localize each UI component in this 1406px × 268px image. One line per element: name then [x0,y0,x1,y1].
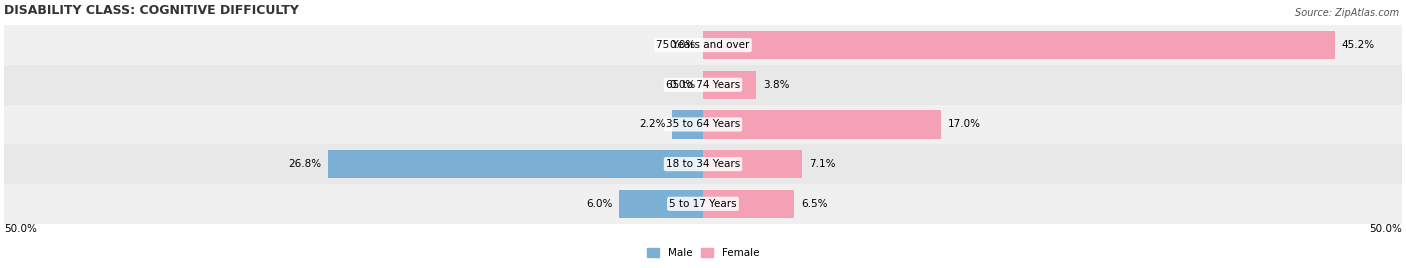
Text: 26.8%: 26.8% [288,159,322,169]
Text: 18 to 34 Years: 18 to 34 Years [666,159,740,169]
Bar [329,150,703,178]
Bar [703,70,756,99]
Bar [672,110,703,139]
Text: 6.0%: 6.0% [586,199,612,209]
Text: 75 Years and over: 75 Years and over [657,40,749,50]
Text: 50.0%: 50.0% [1369,224,1402,234]
Bar [703,110,941,139]
Bar [619,189,703,218]
Text: 45.2%: 45.2% [1341,40,1375,50]
Text: 50.0%: 50.0% [4,224,37,234]
Text: 3.8%: 3.8% [763,80,790,90]
Bar [4,144,1402,184]
Text: 7.1%: 7.1% [810,159,835,169]
Bar [4,65,1402,105]
Legend: Male, Female: Male, Female [643,244,763,262]
Text: 5 to 17 Years: 5 to 17 Years [669,199,737,209]
Bar [4,184,1402,224]
Bar [703,150,803,178]
Text: 35 to 64 Years: 35 to 64 Years [666,120,740,129]
Text: 65 to 74 Years: 65 to 74 Years [666,80,740,90]
Text: 17.0%: 17.0% [948,120,980,129]
Text: 0.0%: 0.0% [669,80,696,90]
Text: 2.2%: 2.2% [638,120,665,129]
Bar [4,25,1402,65]
Text: DISABILITY CLASS: COGNITIVE DIFFICULTY: DISABILITY CLASS: COGNITIVE DIFFICULTY [4,4,299,17]
Text: 0.0%: 0.0% [669,40,696,50]
Text: Source: ZipAtlas.com: Source: ZipAtlas.com [1295,8,1399,18]
Text: 6.5%: 6.5% [801,199,827,209]
Bar [4,105,1402,144]
Bar [703,189,794,218]
Bar [703,31,1334,59]
